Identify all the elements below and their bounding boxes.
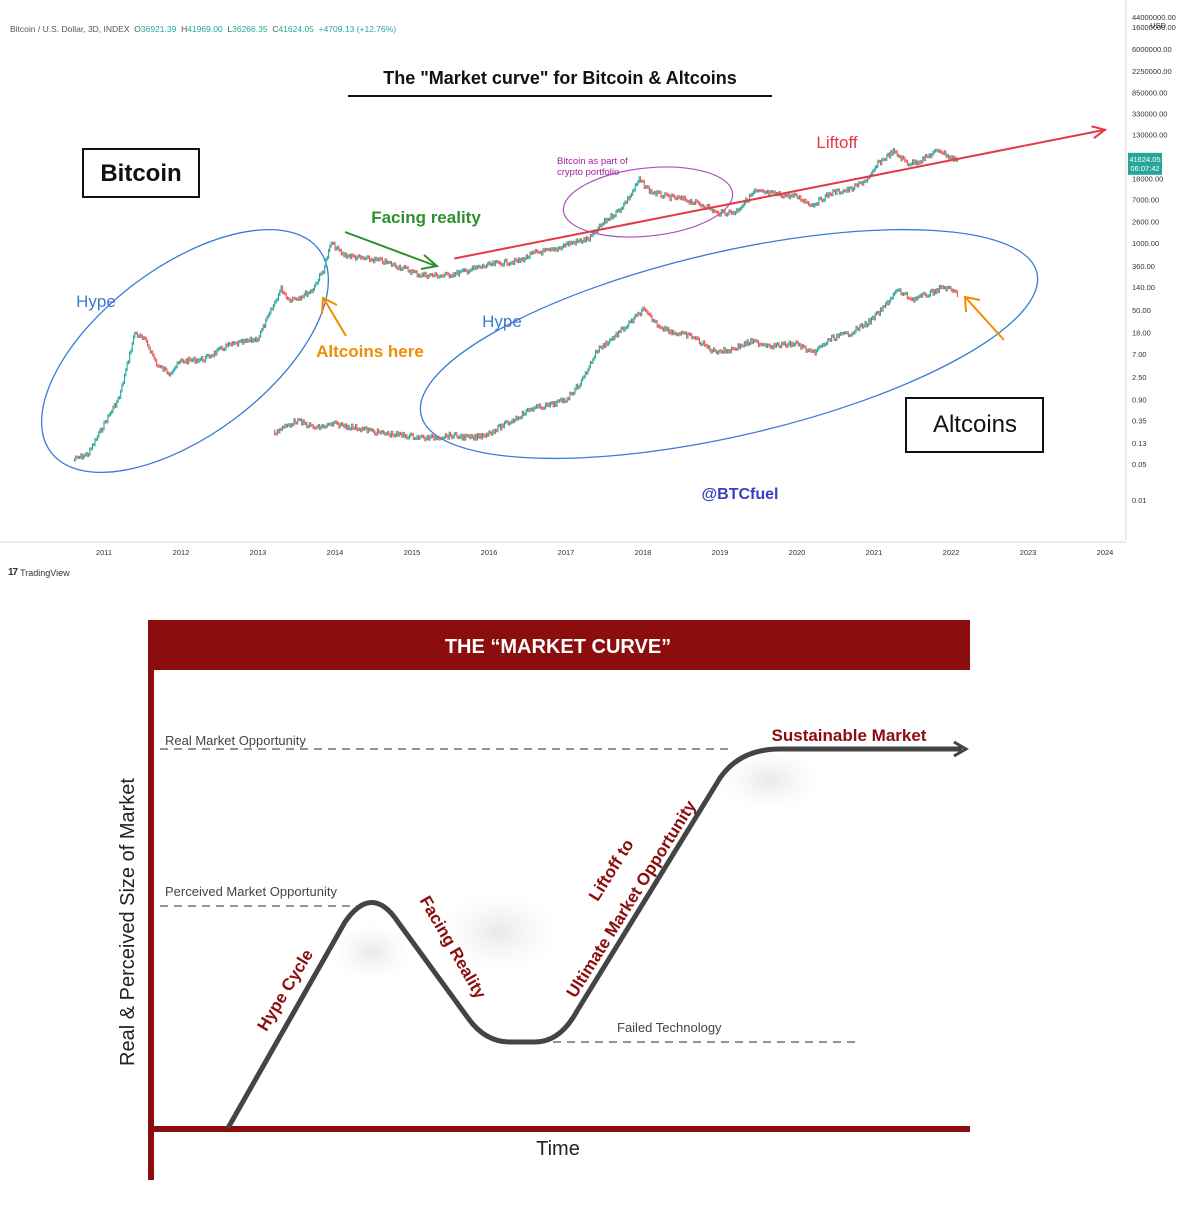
x-tick-label: 2014 <box>327 548 344 557</box>
close-label: C <box>272 24 279 34</box>
y-tick-label: 330000.00 <box>1132 110 1167 119</box>
open-value: 36921.39 <box>140 24 177 34</box>
x-tick-label: 2023 <box>1020 548 1037 557</box>
y-tick-label: 360.00 <box>1132 262 1155 271</box>
bitcoin-label-box <box>82 148 200 198</box>
y-tick-label: 44000000.00 <box>1132 13 1176 22</box>
shadow-blob <box>438 890 558 974</box>
y-tick-label: 2250000.00 <box>1132 67 1172 76</box>
bitcoin-hype-ellipse <box>40 229 330 473</box>
y-tick-label: 0.35 <box>1132 417 1147 426</box>
y-tick-label: 16000000.00 <box>1132 23 1176 32</box>
portfolio-label-line1: Bitcoin as part of <box>557 156 628 167</box>
x-tick-label: 2020 <box>789 548 806 557</box>
y-tick-label: 0.13 <box>1132 439 1147 448</box>
btc-altcoin-chart-panel: Bitcoin / U.S. Dollar, 3D, INDEX O36921.… <box>0 0 1192 580</box>
altcoin-hype-ellipse <box>419 228 1039 460</box>
x-tick-label: 2015 <box>404 548 421 557</box>
portfolio-ellipse <box>562 166 734 238</box>
trendline-arrowhead <box>1091 125 1108 139</box>
bitcoin-label: Bitcoin <box>100 160 181 187</box>
y-tick-label: 1000.00 <box>1132 239 1159 248</box>
y-tick-label: 140.00 <box>1132 283 1155 292</box>
y-tick-label: 18.00 <box>1132 329 1151 338</box>
y-tick-label: 18000.00 <box>1132 175 1163 184</box>
perceived-opportunity-label: Perceived Market Opportunity <box>165 884 337 899</box>
y-tick-label: 850000.00 <box>1132 89 1167 98</box>
y-tick-label: 7.00 <box>1132 350 1147 359</box>
y-axis <box>148 620 154 1180</box>
shadow-blob <box>718 748 822 812</box>
facing-reality-arrow <box>344 231 440 270</box>
altcoin-series <box>274 284 958 442</box>
x-tick-label: 2019 <box>712 548 729 557</box>
facing-reality-label: Facing reality <box>371 208 481 227</box>
open-label: O <box>134 24 141 34</box>
x-tick-label: 2012 <box>173 548 190 557</box>
tradingview-logo-icon: 17 <box>8 567 18 578</box>
real-opportunity-label: Real Market Opportunity <box>165 733 306 748</box>
chart-title: The "Market curve" for Bitcoin & Altcoin… <box>383 68 736 88</box>
y-tick-label: 50.00 <box>1132 306 1151 315</box>
altcoins-label: Altcoins <box>933 411 1017 438</box>
x-axis <box>148 1126 970 1132</box>
y-unit-label: USD <box>1150 21 1166 30</box>
y-tick-label: 2.50 <box>1132 373 1147 382</box>
altcoins-arrow <box>963 295 1005 341</box>
time-axis-label: Time <box>536 1138 580 1160</box>
portfolio-label-line2: crypto portfolio <box>557 167 619 178</box>
market-curve-line <box>225 746 962 1130</box>
y-tick-label: 6000000.00 <box>1132 45 1172 54</box>
x-tick-label: 2024 <box>1097 548 1114 557</box>
current-price-label <box>1128 152 1162 175</box>
candle-timer: 06:07:42 <box>1130 164 1159 173</box>
y-tick-label: 0.90 <box>1132 396 1147 405</box>
size-axis-label: Real & Perceived Size of Market <box>117 778 139 1066</box>
hype-label-bitcoin: Hype <box>76 292 116 311</box>
tradingview-brand: 17 TradingView <box>8 567 70 578</box>
btcfuel-watermark: @BTCfuel <box>702 486 779 503</box>
close-value: 41624.05 <box>278 24 314 34</box>
altcoins-label-box <box>905 397 1044 453</box>
current-price-value: 41624.05 <box>1129 155 1160 164</box>
high-value: 41969.00 <box>187 24 223 34</box>
x-tick-label: 2013 <box>250 548 267 557</box>
liftoff-trendline <box>454 128 1106 260</box>
high-label: H <box>181 24 188 34</box>
market-curve-svg: THE “MARKET CURVE” Time Real & Perceived… <box>117 620 970 1180</box>
shadow-blob <box>332 922 412 982</box>
diagram-header-bar <box>148 620 970 670</box>
hype-label-altcoins: Hype <box>482 312 522 331</box>
x-tick-label: 2021 <box>866 548 883 557</box>
liftoff-label: Liftoff <box>816 133 858 152</box>
y-tick-label: 0.01 <box>1132 496 1147 505</box>
symbol-label: Bitcoin / U.S. Dollar, 3D, INDEX <box>10 24 130 34</box>
x-tick-label: 2011 <box>96 548 112 557</box>
y-tick-label: 2600.00 <box>1132 218 1159 227</box>
x-tick-label: 2018 <box>635 548 652 557</box>
low-value: 36266.35 <box>232 24 268 34</box>
y-tick-label: 0.05 <box>1132 460 1147 469</box>
altcoins-here-label: Altcoins here <box>316 342 424 361</box>
market-curve-diagram: THE “MARKET CURVE” Time Real & Perceived… <box>0 580 1192 1200</box>
diagram-title: THE “MARKET CURVE” <box>445 636 671 658</box>
failed-technology-label: Failed Technology <box>617 1020 722 1035</box>
ultimate-opportunity-label: Ultimate Market Opportunity <box>563 797 701 1001</box>
x-tick-label: 2022 <box>943 548 960 557</box>
tradingview-text: TradingView <box>20 567 70 578</box>
sustainable-market-label: Sustainable Market <box>772 726 927 745</box>
y-tick-label: 7000.00 <box>1132 196 1159 205</box>
y-tick-label: 130000.00 <box>1132 130 1167 139</box>
altcoins-here-arrow <box>321 296 347 337</box>
low-label: L <box>227 24 233 34</box>
change-value: +4709.13 (+12.76%) <box>318 24 397 34</box>
ohlc-header: Bitcoin / U.S. Dollar, 3D, INDEX O36921.… <box>10 24 396 34</box>
x-tick-label: 2016 <box>481 548 498 557</box>
curve-arrowhead <box>953 740 969 758</box>
x-tick-label: 2017 <box>558 548 575 557</box>
